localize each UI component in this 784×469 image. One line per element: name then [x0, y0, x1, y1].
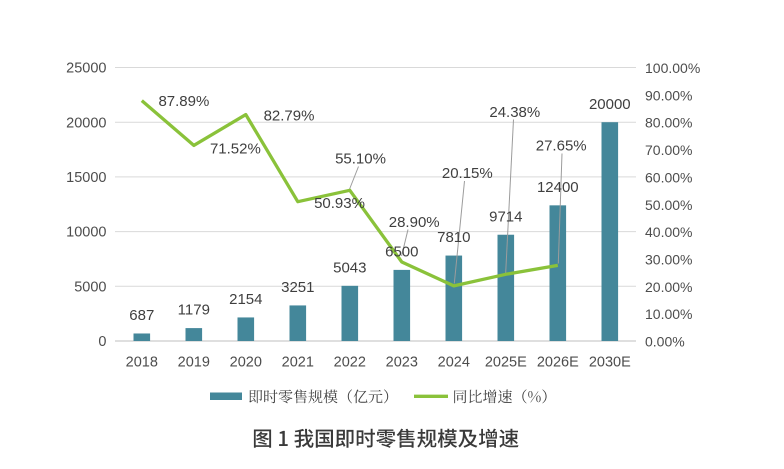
svg-text:6500: 6500: [385, 244, 418, 261]
svg-text:20000: 20000: [66, 115, 106, 131]
svg-text:10000: 10000: [66, 225, 106, 241]
svg-text:2154: 2154: [229, 291, 262, 308]
svg-text:2018: 2018: [126, 355, 158, 371]
svg-text:2025E: 2025E: [485, 355, 527, 371]
svg-text:90.00%: 90.00%: [645, 87, 692, 103]
svg-text:71.52%: 71.52%: [210, 141, 261, 158]
svg-text:3251: 3251: [281, 279, 314, 296]
svg-text:12400: 12400: [537, 179, 579, 196]
svg-text:27.65%: 27.65%: [536, 138, 587, 155]
svg-text:28.90%: 28.90%: [389, 214, 440, 231]
svg-text:20.00%: 20.00%: [645, 279, 692, 295]
svg-text:2026E: 2026E: [537, 355, 579, 371]
svg-text:80.00%: 80.00%: [645, 115, 692, 131]
svg-text:50.00%: 50.00%: [645, 197, 692, 213]
svg-text:2022: 2022: [334, 355, 366, 371]
svg-text:0: 0: [98, 334, 106, 350]
svg-text:2021: 2021: [282, 355, 314, 371]
svg-text:30.00%: 30.00%: [645, 251, 692, 267]
svg-text:87.89%: 87.89%: [158, 93, 209, 110]
svg-text:10.00%: 10.00%: [645, 306, 692, 322]
svg-text:2019: 2019: [178, 355, 210, 371]
svg-text:2020: 2020: [230, 355, 262, 371]
svg-text:70.00%: 70.00%: [645, 142, 692, 158]
svg-text:0.00%: 0.00%: [645, 334, 685, 350]
svg-text:25000: 25000: [66, 61, 106, 77]
svg-text:2023: 2023: [386, 355, 418, 371]
svg-text:55.10%: 55.10%: [335, 151, 386, 168]
svg-text:40.00%: 40.00%: [645, 224, 692, 240]
svg-text:82.79%: 82.79%: [264, 107, 315, 124]
svg-text:50.93%: 50.93%: [314, 195, 365, 212]
svg-text:1179: 1179: [178, 302, 210, 319]
svg-text:100.00%: 100.00%: [645, 60, 700, 76]
svg-text:20.15%: 20.15%: [442, 165, 493, 182]
svg-text:5043: 5043: [333, 259, 366, 276]
svg-text:15000: 15000: [66, 170, 106, 186]
svg-text:2024: 2024: [438, 355, 470, 371]
svg-text:2030E: 2030E: [589, 355, 631, 371]
svg-text:5000: 5000: [74, 279, 106, 295]
svg-text:7810: 7810: [437, 229, 470, 246]
svg-text:20000: 20000: [589, 96, 631, 113]
svg-text:9714: 9714: [489, 208, 522, 225]
svg-text:24.38%: 24.38%: [489, 104, 540, 121]
svg-text:687: 687: [129, 307, 154, 324]
svg-text:60.00%: 60.00%: [645, 169, 692, 185]
